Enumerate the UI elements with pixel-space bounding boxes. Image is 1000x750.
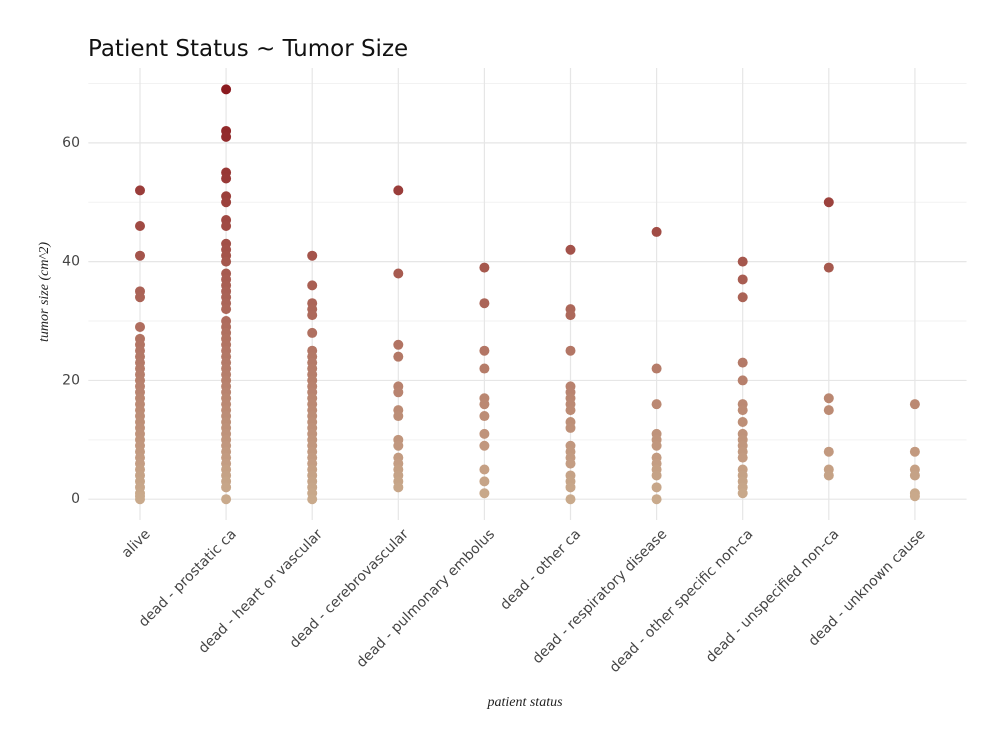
point — [565, 405, 576, 416]
point — [221, 84, 232, 95]
point — [307, 310, 318, 321]
point — [393, 387, 404, 398]
point — [479, 345, 490, 356]
point — [909, 491, 920, 502]
point — [565, 244, 576, 255]
x-tick-label: dead - other specific non-ca — [607, 526, 757, 676]
point — [737, 274, 748, 285]
point — [307, 280, 318, 291]
y-tick-label: 0 — [71, 491, 80, 507]
point — [479, 262, 490, 273]
point — [135, 292, 145, 303]
point — [393, 339, 404, 350]
point — [393, 411, 404, 422]
point — [651, 399, 662, 410]
point — [565, 422, 576, 433]
point — [135, 185, 145, 196]
point — [135, 220, 145, 231]
point — [221, 220, 232, 231]
point — [307, 327, 318, 338]
point — [823, 197, 834, 208]
point — [479, 363, 490, 374]
point — [823, 446, 834, 457]
point — [565, 310, 576, 321]
point — [221, 197, 232, 208]
point — [565, 482, 576, 493]
point — [651, 440, 662, 451]
point — [221, 304, 232, 315]
point — [135, 250, 145, 261]
point — [737, 405, 748, 416]
point — [393, 185, 404, 196]
y-axis-title: tumor size (cm^2) — [37, 242, 52, 342]
point — [651, 470, 662, 481]
point — [651, 363, 662, 374]
point — [479, 464, 490, 475]
point — [479, 428, 490, 439]
point — [737, 292, 748, 303]
point — [479, 476, 490, 487]
point — [221, 256, 232, 267]
point — [393, 440, 404, 451]
y-tick-label: 60 — [62, 135, 80, 151]
point — [221, 494, 232, 505]
point — [651, 482, 662, 493]
point — [307, 494, 318, 505]
x-tick-label: dead - other ca — [497, 526, 584, 613]
point — [393, 482, 404, 493]
point — [565, 345, 576, 356]
chart-title: Patient Status ~ Tumor Size — [88, 36, 408, 62]
point — [479, 488, 490, 499]
point — [909, 446, 920, 457]
y-tick-label: 40 — [62, 254, 80, 270]
point — [909, 470, 920, 481]
point — [307, 250, 318, 261]
point — [393, 268, 404, 279]
x-tick-label: dead - prostatic ca — [136, 526, 240, 630]
point — [909, 399, 920, 410]
x-tick-label: dead - pulmonary embolus — [353, 526, 498, 671]
point — [823, 405, 834, 416]
point — [651, 494, 662, 505]
point — [393, 351, 404, 362]
point — [135, 494, 145, 505]
point — [651, 226, 662, 237]
point — [565, 494, 576, 505]
y-tick-label: 20 — [62, 372, 80, 388]
point — [823, 470, 834, 481]
point — [737, 256, 748, 267]
point — [479, 298, 490, 309]
point — [737, 416, 748, 427]
point — [221, 173, 232, 184]
point — [479, 411, 490, 422]
point — [737, 375, 748, 386]
point — [737, 452, 748, 463]
point — [737, 357, 748, 368]
point — [479, 440, 490, 451]
point — [135, 321, 145, 332]
point — [479, 399, 490, 410]
point — [823, 393, 834, 404]
x-tick-label: alive — [119, 526, 154, 561]
point — [221, 131, 232, 142]
point — [221, 482, 232, 493]
point — [565, 458, 576, 469]
point — [823, 262, 834, 273]
x-axis-title: patient status — [486, 695, 563, 710]
point — [737, 488, 748, 499]
